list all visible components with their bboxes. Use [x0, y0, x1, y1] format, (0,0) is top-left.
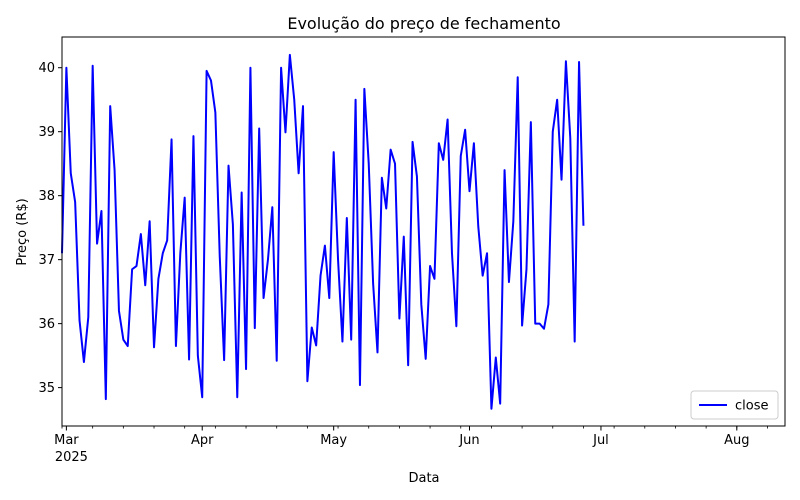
y-tick-label: 36	[38, 317, 55, 332]
y-tick-label: 38	[38, 189, 55, 204]
x-tick-label: Aug	[724, 433, 749, 448]
x-tick-label: Jun	[458, 433, 479, 448]
y-axis-label: Preço (R$)	[15, 198, 30, 265]
y-tick-label: 40	[38, 61, 55, 76]
x-tick-sublabel: 2025	[55, 450, 88, 465]
x-tick-label: Mar	[54, 433, 79, 448]
x-tick-label: Jul	[592, 433, 609, 448]
y-axis-ticks: 35 36 37 38 39 40	[38, 61, 62, 396]
x-axis-ticks: Mar 2025 Apr May Jun Jul Aug	[54, 426, 768, 465]
plot-frame	[61, 36, 786, 427]
legend-box	[690, 390, 779, 420]
y-tick-label: 37	[38, 253, 55, 268]
legend: close	[690, 390, 779, 420]
x-tick-label: Apr	[191, 433, 214, 448]
series-layer	[61, 53, 585, 410]
series-line-close	[61, 53, 585, 410]
x-axis-label: Data	[408, 471, 439, 486]
chart-title: Evolução do preço de fechamento	[287, 14, 560, 33]
legend-label: close	[735, 399, 768, 414]
y-tick-label: 39	[38, 125, 55, 140]
y-tick-label: 35	[38, 381, 55, 396]
x-tick-label: May	[320, 433, 347, 448]
